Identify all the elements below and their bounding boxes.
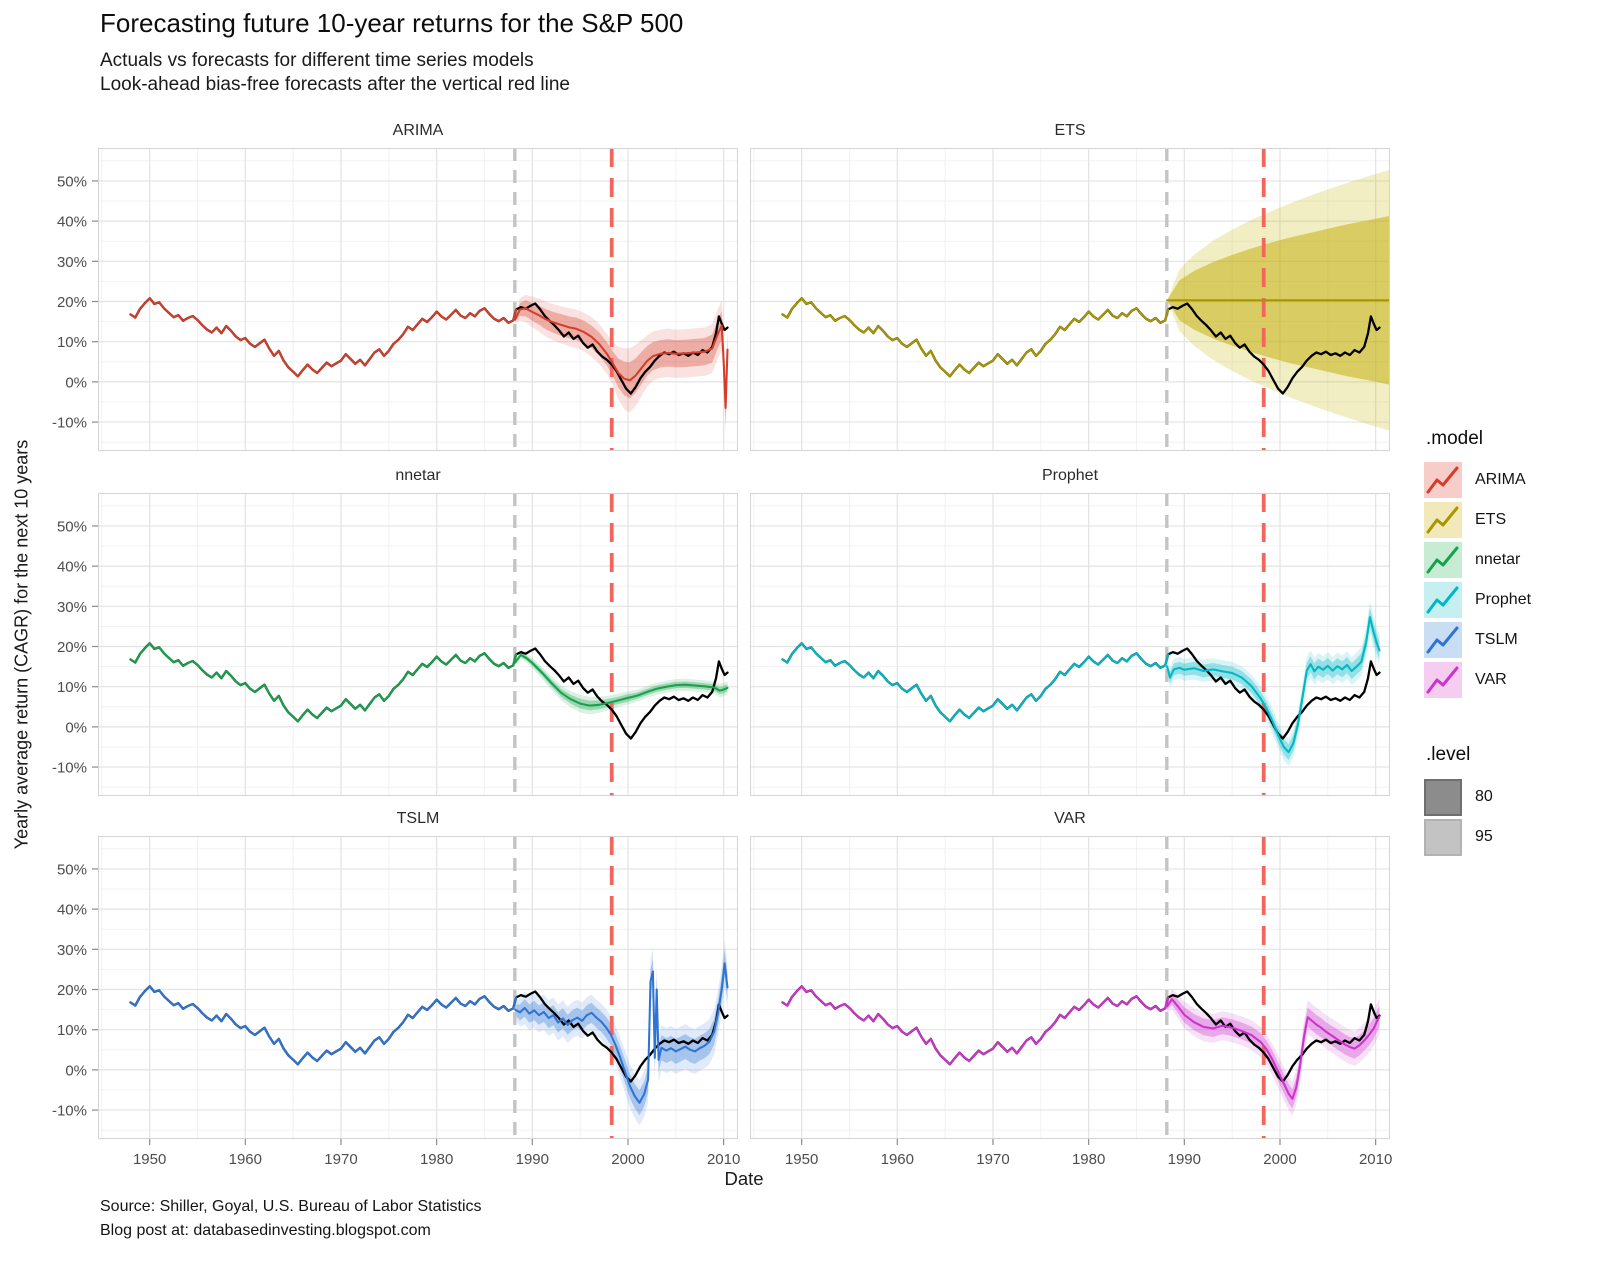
svg-text:10%: 10% (57, 1022, 87, 1039)
svg-text:2000: 2000 (611, 1151, 644, 1168)
svg-text:1980: 1980 (1072, 1151, 1105, 1168)
facet-panel-prophet: Prophet (750, 463, 1390, 796)
svg-text:1970: 1970 (976, 1151, 1009, 1168)
caption-blog: Blog post at: databasedinvesting.blogspo… (100, 1222, 431, 1239)
facet-panel-nnetar: nnetar 50% 40% 30% 20% 10% 0% -10% (52, 463, 738, 796)
svg-text:40%: 40% (57, 214, 87, 231)
legend-item-prophet: Prophet (1424, 582, 1600, 618)
facet-strip-label: nnetar (395, 467, 441, 484)
subtitle-line-2: Look-ahead bias-free forecasts after the… (100, 74, 570, 95)
legend-level-item-95: 95 (1424, 818, 1600, 856)
legend-model-title: .model (1426, 428, 1484, 449)
facet-strip-label: ARIMA (392, 122, 444, 139)
legend-item-arima: ARIMA (1424, 462, 1600, 498)
legend-model-label: ETS (1475, 511, 1507, 528)
svg-text:40%: 40% (57, 902, 87, 919)
facet-plot-prophet (750, 493, 1390, 796)
svg-text:40%: 40% (57, 559, 87, 576)
facet-plot-ets (750, 148, 1390, 451)
svg-text:30%: 30% (57, 599, 87, 616)
y-axis-title: Yearly average return (CAGR) for the nex… (11, 439, 32, 850)
svg-text:10%: 10% (57, 679, 87, 696)
facet-plot-nnetar: 50% 40% 30% 20% 10% 0% -10% (52, 493, 738, 796)
svg-text:-10%: -10% (52, 1103, 87, 1120)
svg-text:1960: 1960 (229, 1151, 262, 1168)
svg-text:0%: 0% (65, 1062, 87, 1079)
svg-text:2010: 2010 (707, 1151, 740, 1168)
facet-strip-label: VAR (1054, 810, 1086, 827)
svg-text:50%: 50% (57, 173, 87, 190)
svg-text:50%: 50% (57, 861, 87, 878)
legend-key-swatch-icon (1424, 502, 1462, 538)
facet-plot-var: 1950 1960 1970 1980 1990 2000 2010 (750, 836, 1392, 1168)
facet-panel-arima: ARIMA 50% 40% 30% 20% 10% 0% -10% (52, 118, 738, 451)
facet-panel-tslm: TSLM 1950 1960 1970 1980 1990 2000 2010 50% 40% 3… (52, 806, 740, 1168)
svg-text:1970: 1970 (324, 1151, 357, 1168)
facet-strip-label: TSLM (396, 810, 440, 827)
legend-model-label: Prophet (1475, 591, 1532, 608)
legend-key-swatch-icon (1424, 582, 1462, 618)
svg-text:20%: 20% (57, 294, 87, 311)
legend-level-label: 95 (1475, 828, 1493, 845)
legend-model-label: ARIMA (1475, 471, 1526, 488)
facet-panel-ets: ETS (750, 118, 1390, 451)
svg-text:1960: 1960 (881, 1151, 914, 1168)
legend-level-item-80: 80 (1424, 778, 1600, 816)
svg-text:1990: 1990 (1168, 1151, 1201, 1168)
legend-item-nnetar: nnetar (1424, 542, 1600, 578)
facet-strip-label: Prophet (1041, 467, 1099, 484)
page-title: Forecasting future 10-year returns for t… (100, 8, 684, 38)
legend-item-ets: ETS (1424, 502, 1600, 538)
legend-key-swatch-icon (1424, 622, 1462, 658)
legend-model-label: VAR (1475, 671, 1507, 688)
legend-item-var: VAR (1424, 662, 1600, 698)
svg-text:1950: 1950 (785, 1151, 818, 1168)
svg-text:50%: 50% (57, 518, 87, 535)
legend-level-label: 80 (1475, 788, 1493, 805)
legend: .model ARIMA ETS nnetar Prophet TSLM VAR .lev… (1424, 428, 1600, 858)
legend-level-title: .level (1426, 744, 1471, 765)
legend-level-swatch (1424, 818, 1462, 856)
svg-text:-10%: -10% (52, 760, 87, 777)
svg-text:0%: 0% (65, 374, 87, 391)
subtitle-line-1: Actuals vs forecasts for different time … (100, 50, 534, 71)
legend-model-label: nnetar (1475, 551, 1521, 568)
legend-key-swatch-icon (1424, 662, 1462, 698)
svg-text:-10%: -10% (52, 415, 87, 432)
legend-key-swatch-icon (1424, 542, 1462, 578)
svg-text:2000: 2000 (1263, 1151, 1296, 1168)
svg-text:1950: 1950 (133, 1151, 166, 1168)
legend-level-swatch (1424, 778, 1462, 816)
svg-text:2010: 2010 (1359, 1151, 1392, 1168)
svg-text:1990: 1990 (516, 1151, 549, 1168)
svg-text:20%: 20% (57, 639, 87, 656)
facet-plot-tslm: 1950 1960 1970 1980 1990 2000 2010 50% 40% 30% 20%… (52, 836, 740, 1168)
svg-text:30%: 30% (57, 942, 87, 959)
facet-plot-arima: 50% 40% 30% 20% 10% 0% -10% (52, 148, 738, 451)
svg-text:10%: 10% (57, 334, 87, 351)
svg-text:0%: 0% (65, 719, 87, 736)
x-axis-title: Date (724, 1168, 764, 1189)
legend-model-label: TSLM (1475, 631, 1518, 648)
facet-strip-label: ETS (1054, 122, 1086, 139)
legend-item-tslm: TSLM (1424, 622, 1600, 658)
legend-key-swatch-icon (1424, 462, 1462, 498)
facet-panel-var: VAR 1950 1960 1970 1980 1990 2000 2010 (750, 806, 1392, 1168)
svg-text:20%: 20% (57, 982, 87, 999)
svg-text:1980: 1980 (420, 1151, 453, 1168)
caption-source: Source: Shiller, Goyal, U.S. Bureau of L… (100, 1198, 482, 1215)
svg-text:30%: 30% (57, 254, 87, 271)
